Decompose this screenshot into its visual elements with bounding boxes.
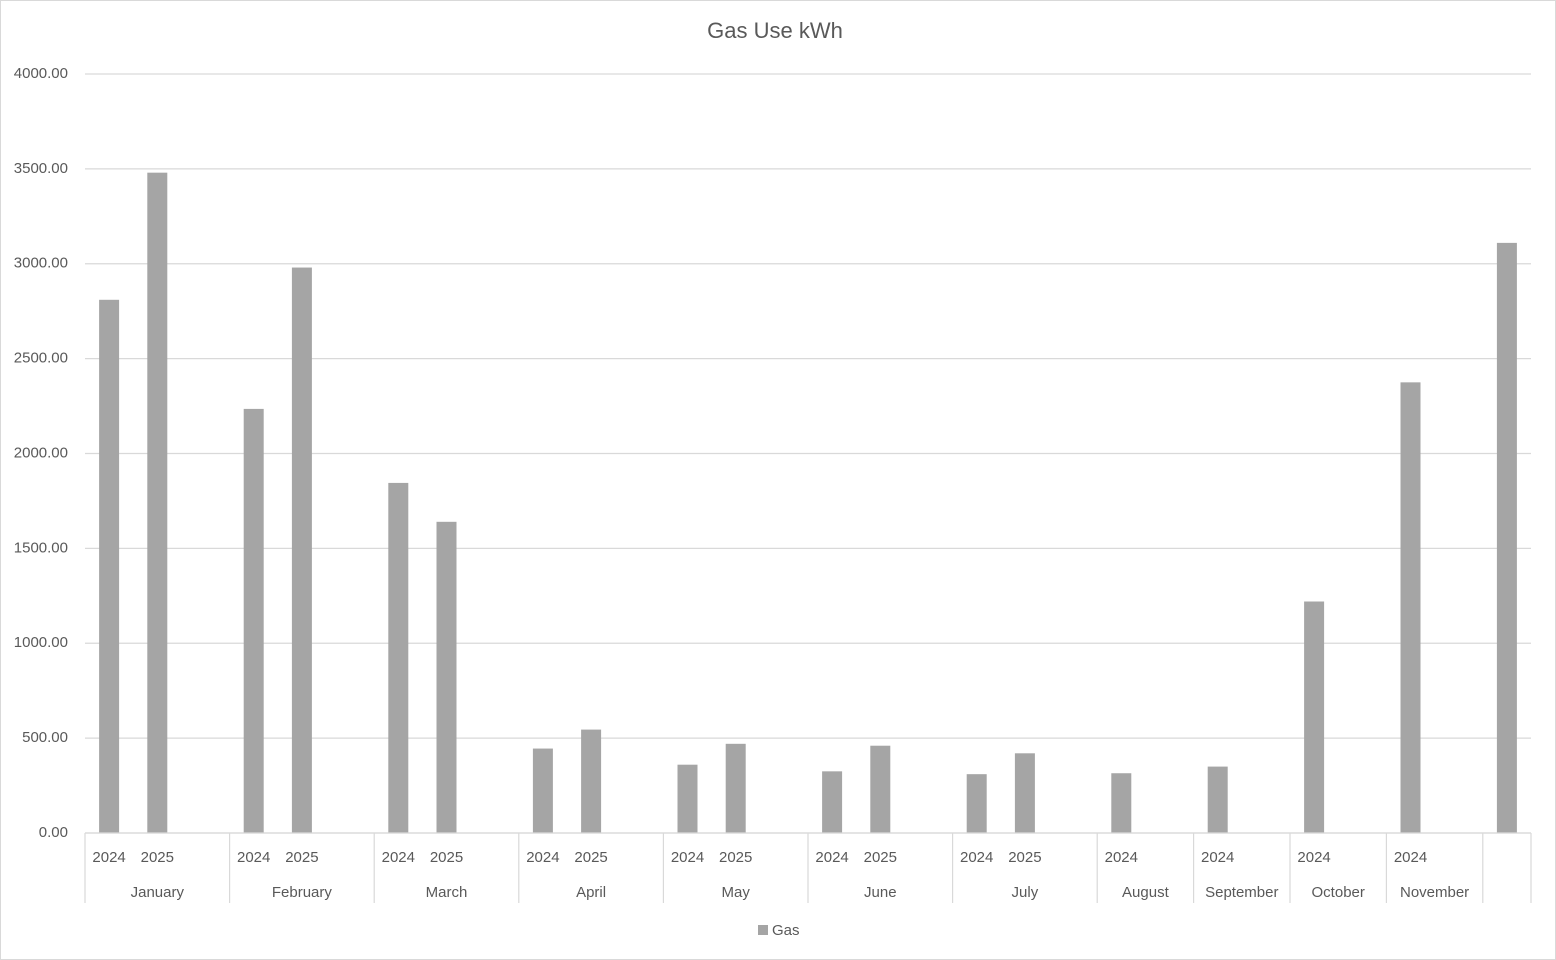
bar	[581, 729, 602, 833]
group-label: April	[576, 884, 606, 901]
x-tick-label: 2025	[141, 849, 174, 866]
bar	[725, 743, 746, 833]
x-tick-label: 2024	[237, 849, 270, 866]
y-tick-label: 1500.00	[14, 539, 68, 556]
bar	[1496, 242, 1517, 833]
bar	[243, 408, 264, 833]
x-tick-label: 2024	[671, 849, 704, 866]
group-label: March	[426, 884, 468, 901]
bar	[291, 267, 312, 833]
group-label: May	[722, 884, 751, 901]
y-tick-label: 2500.00	[14, 350, 68, 367]
bar	[1014, 753, 1035, 833]
x-tick-label: 2025	[285, 849, 318, 866]
x-tick-label: 2024	[1105, 849, 1138, 866]
bar	[677, 764, 698, 833]
group-label: September	[1205, 884, 1278, 901]
bar	[822, 771, 843, 833]
bar	[147, 172, 168, 834]
bar	[436, 521, 457, 833]
x-tick-label: 2024	[960, 849, 993, 866]
x-tick-label: 2025	[430, 849, 463, 866]
bar	[388, 482, 409, 833]
y-tick-label: 3000.00	[14, 255, 68, 272]
group-label: July	[1012, 884, 1039, 901]
bar	[532, 748, 553, 833]
y-tick-label: 4000.00	[14, 65, 68, 82]
y-tick-label: 0.00	[39, 824, 68, 841]
group-label: November	[1400, 884, 1469, 901]
x-tick-label: 2025	[719, 849, 752, 866]
chart-title: Gas Use kWh	[707, 18, 843, 43]
x-tick-label: 2024	[1297, 849, 1330, 866]
group-label: June	[864, 884, 897, 901]
x-tick-label: 2024	[1201, 849, 1234, 866]
bar	[1400, 382, 1421, 833]
y-tick-label: 500.00	[22, 729, 68, 746]
x-tick-label: 2024	[382, 849, 415, 866]
group-label: February	[272, 884, 333, 901]
bar	[1304, 601, 1325, 833]
bar	[870, 745, 891, 833]
legend-swatch	[758, 925, 768, 935]
group-label: October	[1312, 884, 1365, 901]
bar	[1111, 773, 1132, 833]
x-tick-label: 2024	[815, 849, 848, 866]
legend-label: Gas	[772, 922, 800, 939]
y-tick-label: 2000.00	[14, 444, 68, 461]
y-tick-label: 1000.00	[14, 634, 68, 651]
bar	[1207, 766, 1228, 833]
x-tick-label: 2025	[864, 849, 897, 866]
x-tick-label: 2025	[1008, 849, 1041, 866]
bar	[99, 299, 120, 833]
y-tick-label: 3500.00	[14, 160, 68, 177]
x-tick-label: 2025	[574, 849, 607, 866]
bar	[966, 774, 987, 833]
x-tick-label: 2024	[526, 849, 559, 866]
x-tick-label: 2024	[1394, 849, 1427, 866]
group-label: January	[131, 884, 185, 901]
x-tick-label: 2024	[92, 849, 125, 866]
group-label: August	[1122, 884, 1170, 901]
